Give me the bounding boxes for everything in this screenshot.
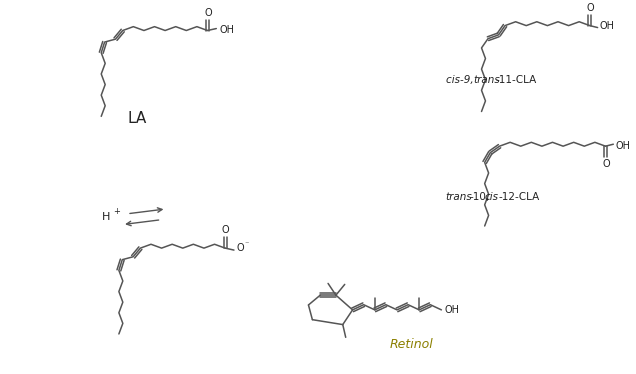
Text: H: H <box>102 212 111 222</box>
Text: OH: OH <box>219 25 234 34</box>
Text: LA: LA <box>127 111 146 126</box>
Text: -11-CLA: -11-CLA <box>495 74 537 85</box>
Text: trans: trans <box>446 192 473 202</box>
Text: O: O <box>204 8 212 18</box>
Text: cis-9,: cis-9, <box>446 74 476 85</box>
Text: ⁻: ⁻ <box>245 240 249 249</box>
Text: O: O <box>602 159 610 169</box>
Text: -10,: -10, <box>469 192 490 202</box>
Text: -12-CLA: -12-CLA <box>499 192 540 202</box>
Text: trans: trans <box>473 74 500 85</box>
Text: +: + <box>113 207 120 216</box>
Text: cis: cis <box>485 192 499 202</box>
Text: O: O <box>222 226 230 235</box>
Text: O: O <box>586 3 594 13</box>
Text: OH: OH <box>445 305 459 315</box>
Text: OH: OH <box>600 21 614 31</box>
Text: O: O <box>237 243 244 253</box>
Text: OH: OH <box>615 141 630 151</box>
Text: Retinol: Retinol <box>389 338 433 351</box>
